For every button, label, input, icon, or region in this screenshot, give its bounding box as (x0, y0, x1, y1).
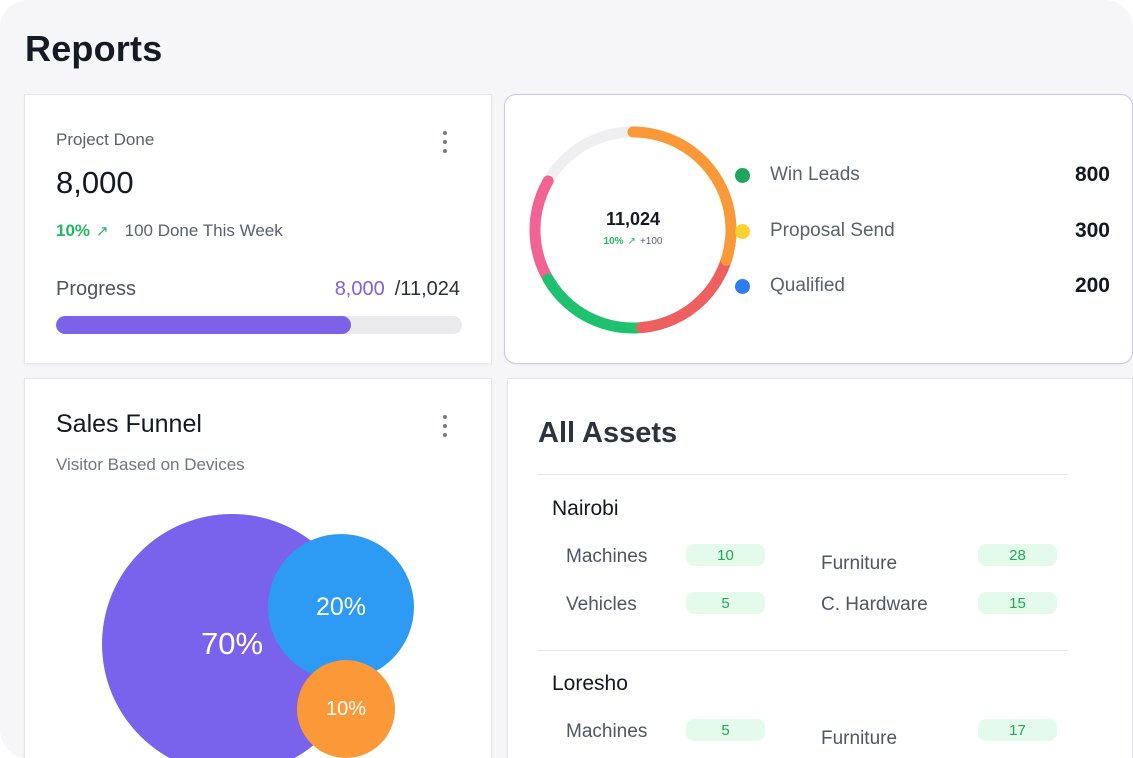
leads-donut-card: 11,024 10% ↗ +100 Win Leads 800 Proposal S… (504, 94, 1133, 364)
asset-label: Machines (566, 721, 648, 742)
asset-label: Furniture (821, 553, 898, 574)
legend-value: 200 (1074, 274, 1110, 297)
asset-count-badge: 28 (978, 544, 1057, 566)
divider (538, 474, 1068, 475)
arrow-up-right-icon: ↗ (96, 223, 109, 240)
project-done-value: 8,000 (56, 165, 134, 200)
asset-label: Machines (566, 546, 648, 567)
legend-item-win-leads: Win Leads 800 (735, 160, 1110, 190)
progress-numbers: 8,000 /11,024 (335, 278, 460, 301)
legend-item-qualified: Qualified 200 (735, 271, 1110, 301)
progress-total: /11,024 (394, 278, 460, 300)
legend-item-proposal-send: Proposal Send 300 (735, 216, 1110, 246)
legend-value: 800 (1074, 163, 1110, 186)
kebab-menu-icon[interactable] (442, 415, 448, 437)
funnel-bubble-20: 20% (268, 534, 414, 680)
project-done-card: Project Done 8,000 10% ↗ 100 Done This W… (24, 94, 492, 364)
trend-percent: 10% (56, 221, 91, 240)
funnel-bubble-10: 10% (297, 660, 395, 758)
divider (538, 650, 1068, 651)
donut-trend: 10% ↗ +100 (533, 236, 733, 247)
progress-current: 8,000 (334, 278, 385, 300)
trend-note: 100 Done This Week (124, 221, 283, 240)
asset-label: Vehicles (566, 594, 637, 615)
legend-label: Qualified (770, 275, 845, 296)
project-done-label: Project Done (56, 130, 155, 149)
legend-label: Proposal Send (770, 220, 895, 241)
progress-bar-fill (56, 316, 351, 334)
donut-track (542, 126, 637, 187)
progress-label: Progress (56, 278, 137, 300)
legend-dot (735, 167, 750, 183)
location-title-loresho: Loresho (552, 672, 628, 695)
progress-bar (56, 316, 462, 334)
project-trend: 10% ↗ 100 Done This Week (56, 221, 283, 241)
asset-label: C. Hardware (821, 594, 928, 615)
legend-dot (735, 278, 750, 294)
all-assets-title: All Assets (538, 417, 678, 449)
location-title-nairobi: Nairobi (552, 497, 619, 520)
donut-trend-percent: 10% (603, 236, 624, 247)
legend-value: 300 (1074, 219, 1110, 242)
all-assets-card: All Assets Nairobi Machines 10 Furniture… (507, 378, 1133, 758)
donut-segment-red (636, 233, 737, 334)
asset-label: Furniture (821, 728, 898, 749)
arrow-up-right-icon: ↗ (627, 236, 636, 247)
asset-count-badge: 5 (686, 592, 765, 614)
page-title: Reports (25, 28, 163, 69)
sales-funnel-title: Sales Funnel (56, 410, 202, 438)
donut-total: 11,024 (605, 209, 661, 229)
sales-funnel-subtitle: Visitor Based on Devices (56, 455, 245, 474)
donut-segment-orange (627, 126, 737, 266)
kebab-menu-icon[interactable] (442, 131, 448, 153)
legend-label: Win Leads (770, 164, 860, 185)
legend-dot (735, 223, 750, 239)
asset-count-badge: 17 (978, 719, 1057, 741)
asset-count-badge: 10 (686, 544, 765, 566)
asset-count-badge: 5 (686, 719, 765, 741)
sales-funnel-card: Sales Funnel Visitor Based on Devices 70… (24, 378, 492, 758)
leads-donut-chart (529, 126, 737, 334)
asset-count-badge: 15 (978, 592, 1057, 614)
donut-trend-delta: +100 (639, 236, 663, 247)
